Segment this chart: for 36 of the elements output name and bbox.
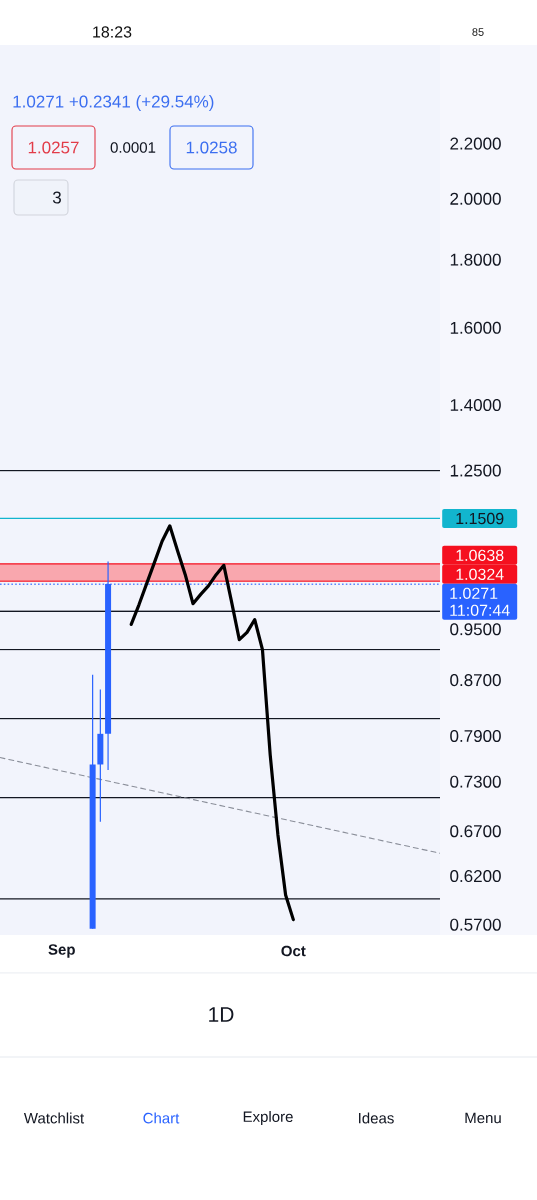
text: 1D <box>209 1007 234 1022</box>
annotation: 1.0271 +0.2341 (+29.54%) <box>13 95 214 111</box>
text: 85 <box>472 28 484 36</box>
ref-line-label: 1.0271 <box>450 587 498 599</box>
x-tick-label: Sep <box>48 944 75 958</box>
ref-line-label: 1.0324 <box>456 568 504 580</box>
text: Watchlist <box>23 1112 85 1124</box>
y-tick-label: 2.0000 <box>450 192 501 205</box>
y-tick-label: 1.6000 <box>450 321 501 334</box>
y-tick-label: 0.6700 <box>450 825 501 838</box>
y-tick-label: 1.2500 <box>450 464 501 477</box>
candlestick <box>97 688 104 823</box>
ref-line-label: 1.1509 <box>456 512 504 525</box>
annotation: 1.0258 <box>186 141 237 154</box>
y-tick-label: 0.8700 <box>450 674 501 687</box>
annotation: 1.0257 <box>28 141 79 154</box>
text: Explore <box>243 1111 293 1125</box>
candlestick <box>89 674 96 930</box>
y-tick-label: 0.7900 <box>450 729 501 743</box>
y-tick-label: 1.4000 <box>450 398 501 412</box>
y-tick-label: 1.8000 <box>450 253 501 266</box>
y-tick-label: 2.2000 <box>450 137 501 150</box>
y-tick-label: 0.5700 <box>450 918 501 931</box>
annotation: 0.0001 <box>110 142 156 153</box>
line-series <box>129 524 295 922</box>
text: Menu <box>465 1112 501 1124</box>
y-tick-label: 0.6200 <box>450 870 501 883</box>
text: Chart <box>143 1112 180 1124</box>
y-tick-label: 0.7300 <box>450 775 501 788</box>
y-tick-label: 0.9500 <box>450 623 501 636</box>
text: 18:23 <box>93 26 132 38</box>
annotation: 3 <box>52 191 61 204</box>
ref-line-label: 1.0638 <box>456 549 504 561</box>
text: Ideas <box>359 1112 394 1124</box>
text: 11:07:44 <box>450 604 510 616</box>
x-tick-label: Oct <box>281 945 306 957</box>
